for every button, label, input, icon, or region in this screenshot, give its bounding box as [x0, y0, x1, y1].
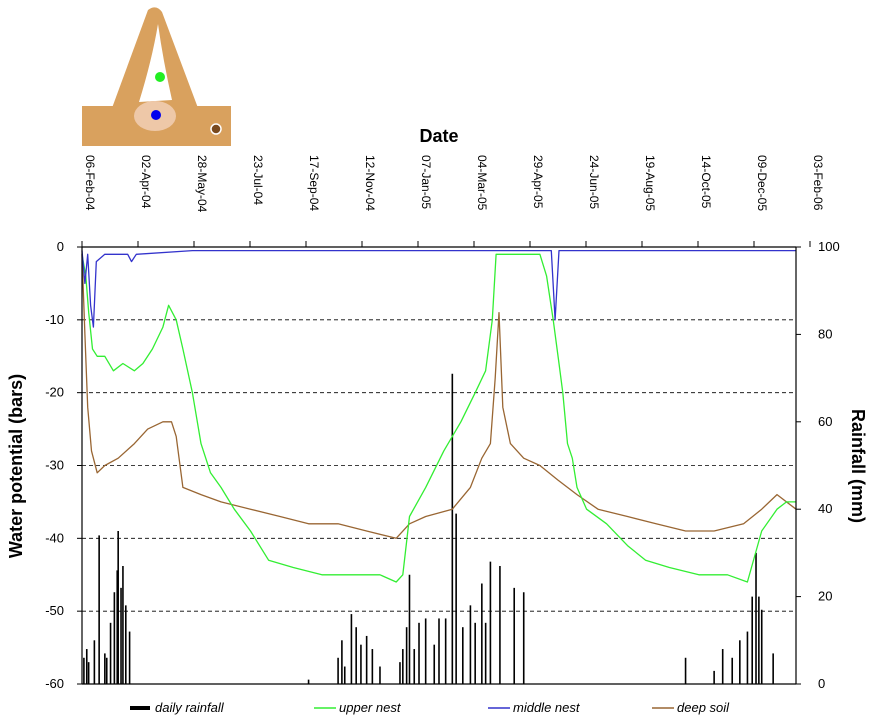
x-axis-ticks: 06-Feb-04 02-Apr-04 28-May-04 23-Jul-04 17-S…: [81, 155, 825, 247]
rainfall-bars: [83, 373, 774, 684]
y-axis-label: Water potential (bars): [6, 374, 26, 558]
y-tick-label: -50: [45, 603, 64, 618]
x-tick-label: 17-Sep-04: [307, 155, 321, 211]
x-tick-label: 02-Apr-04: [139, 155, 153, 209]
y2-tick-label: 80: [818, 326, 832, 341]
y-tick-label: -30: [45, 458, 64, 473]
y2-axis-label: Rainfall (mm): [848, 409, 868, 523]
y2-tick-label: 40: [818, 501, 832, 516]
y-tick-label: -10: [45, 312, 64, 327]
series-line-deep-soil: [81, 254, 797, 539]
series-lines: [81, 249, 797, 583]
x-tick-label: 19-Aug-05: [643, 155, 657, 211]
x-tick-label: 06-Feb-04: [83, 155, 97, 211]
x-tick-label: 03-Feb-06: [811, 155, 825, 211]
x-tick-label: 14-Oct-05: [699, 155, 713, 209]
x-tick-label: 29-Apr-05: [531, 155, 545, 209]
legend-label-deep: deep soil: [677, 700, 730, 715]
right-axis-ticks: 100 80 60 40 20 0: [796, 239, 840, 691]
inset-upper-dot: [155, 72, 165, 82]
left-axis-ticks: 0 -10 -20 -30 -40 -50 -60: [45, 239, 82, 691]
x-tick-label: 09-Dec-05: [755, 155, 769, 211]
x-tick-label: 12-Nov-04: [363, 155, 377, 211]
inset-mound-hole: [139, 24, 172, 102]
series-line-upper-nest: [81, 253, 796, 583]
nest-inset-diagram: [82, 7, 231, 146]
y-tick-label: -40: [45, 530, 64, 545]
x-tick-label: 24-Jun-05: [587, 155, 601, 209]
legend: daily rainfall upper nest middle nest de…: [130, 700, 730, 715]
y2-tick-label: 60: [818, 414, 832, 429]
y-tick-label: -60: [45, 676, 64, 691]
x-tick-label: 04-Mar-05: [475, 155, 489, 211]
legend-label-upper: upper nest: [339, 700, 402, 715]
gridlines: [82, 319, 796, 612]
legend-label-rainfall: daily rainfall: [155, 700, 225, 715]
chart-title: Date: [419, 126, 458, 146]
x-tick-label: 28-May-04: [195, 155, 209, 213]
series-line-middle-nest: [81, 249, 796, 328]
x-tick-label: 07-Jan-05: [419, 155, 433, 209]
legend-label-middle: middle nest: [513, 700, 581, 715]
y2-tick-label: 0: [818, 676, 825, 691]
inset-deep-dot: [210, 123, 222, 135]
y-tick-label: 0: [57, 239, 64, 254]
x-tick-label: 23-Jul-04: [251, 155, 265, 205]
inset-middle-dot: [151, 110, 161, 120]
plot-frame: [81, 246, 797, 685]
y2-tick-label: 20: [818, 589, 832, 604]
y-tick-label: -20: [45, 385, 64, 400]
y2-tick-label: 100: [818, 239, 840, 254]
